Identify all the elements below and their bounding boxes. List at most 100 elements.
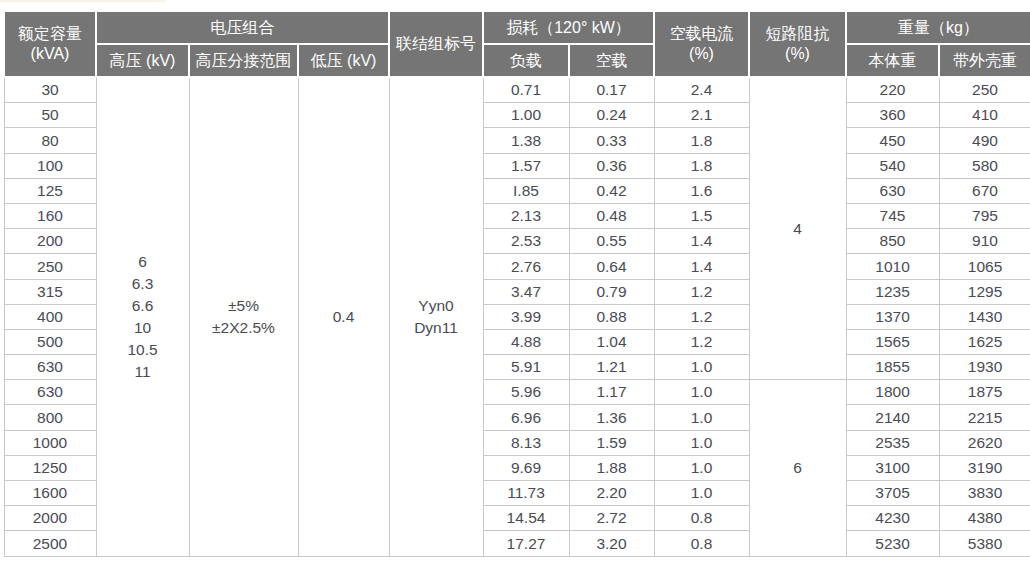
cell-body-weight: 360 xyxy=(846,103,939,128)
cell-shell-weight: 670 xyxy=(939,178,1030,203)
cell-body-weight: 1010 xyxy=(846,254,939,279)
transformer-spec-table: 额定容量 (kVA) 电压组合 联结组标号 损耗（120° kW） 空载电流 (… xyxy=(3,10,1030,557)
cell-body-weight: 1800 xyxy=(846,380,939,405)
cell-rated-capacity: 1600 xyxy=(4,481,96,506)
cell-no-load-current: 2.4 xyxy=(654,77,749,103)
cell-shell-weight: 1065 xyxy=(939,254,1030,279)
cell-hv-tap-range: ±5% ±2X2.5% xyxy=(189,77,298,556)
cell-no-load-current: 0.8 xyxy=(654,531,749,556)
cell-no-load-loss: 1.36 xyxy=(569,405,654,430)
cell-body-weight: 1370 xyxy=(846,304,939,329)
cell-body-weight: 5230 xyxy=(846,531,939,556)
cell-lv-value: 0.4 xyxy=(298,77,389,556)
cell-no-load-loss: 3.20 xyxy=(569,531,654,556)
cell-rated-capacity: 80 xyxy=(4,128,96,153)
cell-no-load-current: 0.8 xyxy=(654,506,749,531)
cell-no-load-loss: 2.20 xyxy=(569,481,654,506)
cell-no-load-loss: 1.59 xyxy=(569,430,654,455)
cell-no-load-current: 1.0 xyxy=(654,405,749,430)
cell-load-loss: 9.69 xyxy=(483,455,569,480)
cell-load-loss: 2.13 xyxy=(483,203,569,228)
header-impedance-line2: (%) xyxy=(750,44,845,64)
header-no-load-current-line1: 空载电流 xyxy=(655,24,748,44)
cell-shell-weight: 490 xyxy=(939,128,1030,153)
cell-load-loss: 6.96 xyxy=(483,405,569,430)
cell-no-load-current: 1.5 xyxy=(654,203,749,228)
cell-load-loss: 11.73 xyxy=(483,481,569,506)
cell-shell-weight: 580 xyxy=(939,153,1030,178)
cell-rated-capacity: 500 xyxy=(4,329,96,354)
table-header: 额定容量 (kVA) 电压组合 联结组标号 损耗（120° kW） 空载电流 (… xyxy=(4,11,1030,77)
cell-body-weight: 450 xyxy=(846,128,939,153)
cell-shell-weight: 410 xyxy=(939,103,1030,128)
cell-load-loss: 5.91 xyxy=(483,355,569,380)
header-vector-group: 联结组标号 xyxy=(389,11,483,77)
cell-no-load-loss: 1.04 xyxy=(569,329,654,354)
cell-shell-weight: 5380 xyxy=(939,531,1030,556)
header-impedance-line1: 短路阻抗 xyxy=(750,24,845,44)
cell-no-load-current: 1.0 xyxy=(654,380,749,405)
cell-load-loss: 3.47 xyxy=(483,279,569,304)
header-loss: 损耗（120° kW） xyxy=(483,11,654,44)
cell-no-load-loss: 1.17 xyxy=(569,380,654,405)
cell-shell-weight: 250 xyxy=(939,77,1030,103)
cell-load-loss: 1.57 xyxy=(483,153,569,178)
cell-body-weight: 540 xyxy=(846,153,939,178)
cell-no-load-current: 1.2 xyxy=(654,329,749,354)
cell-shell-weight: 1625 xyxy=(939,329,1030,354)
cell-no-load-current: 1.0 xyxy=(654,355,749,380)
cell-load-loss: 17.27 xyxy=(483,531,569,556)
cell-no-load-current: 1.4 xyxy=(654,254,749,279)
cell-hv-values: 6 6.3 6.6 10 10.5 11 xyxy=(96,77,189,556)
cell-impedance-group: 4 xyxy=(749,77,846,380)
cell-rated-capacity: 630 xyxy=(4,355,96,380)
cell-no-load-loss: 0.36 xyxy=(569,153,654,178)
cell-shell-weight: 4380 xyxy=(939,506,1030,531)
cell-rated-capacity: 50 xyxy=(4,103,96,128)
header-row-2: 高压 (kV) 高压分接范围 低压 (kV) 负载 空载 本体重 带外壳重 xyxy=(4,44,1030,77)
cell-body-weight: 630 xyxy=(846,178,939,203)
cell-no-load-current: 1.2 xyxy=(654,279,749,304)
cell-no-load-loss: 1.21 xyxy=(569,355,654,380)
cell-load-loss: 4.88 xyxy=(483,329,569,354)
cell-body-weight: 3100 xyxy=(846,455,939,480)
cell-load-loss: 0.71 xyxy=(483,77,569,103)
cell-no-load-current: 1.0 xyxy=(654,481,749,506)
cell-load-loss: I.85 xyxy=(483,178,569,203)
header-rated-capacity: 额定容量 (kVA) xyxy=(4,11,96,77)
cell-load-loss: 1.38 xyxy=(483,128,569,153)
cell-shell-weight: 910 xyxy=(939,229,1030,254)
cell-rated-capacity: 800 xyxy=(4,405,96,430)
cell-shell-weight: 2620 xyxy=(939,430,1030,455)
cell-no-load-loss: 0.24 xyxy=(569,103,654,128)
cell-no-load-current: 1.8 xyxy=(654,153,749,178)
cell-rated-capacity: 1000 xyxy=(4,430,96,455)
cell-body-weight: 745 xyxy=(846,203,939,228)
cell-no-load-current: 1.2 xyxy=(654,304,749,329)
header-row-1: 额定容量 (kVA) 电压组合 联结组标号 损耗（120° kW） 空载电流 (… xyxy=(4,11,1030,44)
header-load-loss: 负载 xyxy=(483,44,569,77)
cell-no-load-current: 1.4 xyxy=(654,229,749,254)
cell-rated-capacity: 1250 xyxy=(4,455,96,480)
header-voltage-combo: 电压组合 xyxy=(96,11,389,44)
cell-no-load-loss: 1.88 xyxy=(569,455,654,480)
header-weight: 重量（kg） xyxy=(846,11,1030,44)
cell-rated-capacity: 30 xyxy=(4,77,96,103)
cell-body-weight: 3705 xyxy=(846,481,939,506)
cell-body-weight: 1855 xyxy=(846,355,939,380)
header-no-load-current: 空载电流 (%) xyxy=(654,11,749,77)
cell-rated-capacity: 125 xyxy=(4,178,96,203)
cell-load-loss: 2.53 xyxy=(483,229,569,254)
cell-shell-weight: 795 xyxy=(939,203,1030,228)
cell-load-loss: 5.96 xyxy=(483,380,569,405)
cell-body-weight: 1565 xyxy=(846,329,939,354)
cell-rated-capacity: 100 xyxy=(4,153,96,178)
cell-no-load-current: 1.6 xyxy=(654,178,749,203)
header-short-circuit-impedance: 短路阻抗 (%) xyxy=(749,11,846,77)
cell-load-loss: 2.76 xyxy=(483,254,569,279)
cell-rated-capacity: 315 xyxy=(4,279,96,304)
cell-shell-weight: 1430 xyxy=(939,304,1030,329)
cell-no-load-loss: 0.55 xyxy=(569,229,654,254)
cell-body-weight: 850 xyxy=(846,229,939,254)
cell-no-load-current: 1.0 xyxy=(654,430,749,455)
